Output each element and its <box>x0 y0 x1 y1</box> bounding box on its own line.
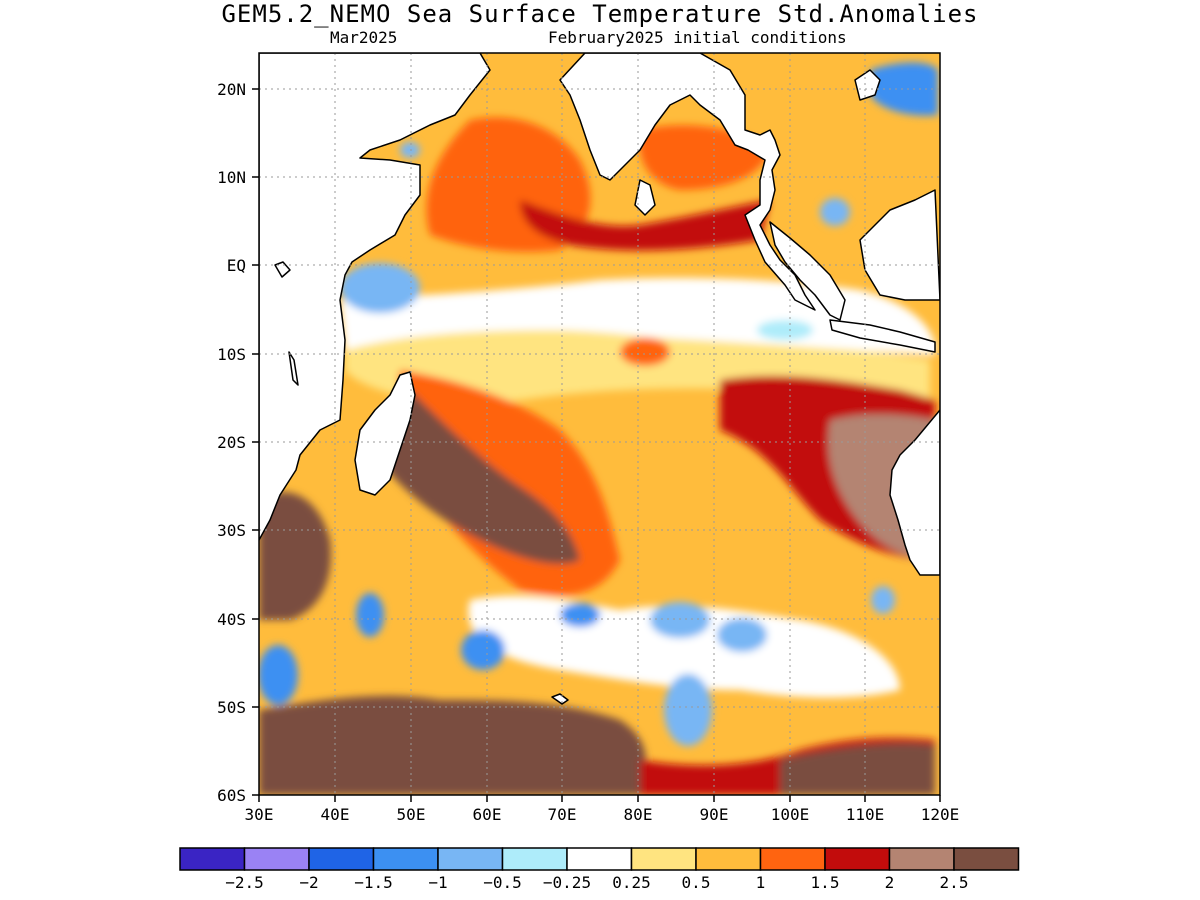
lat-label: 20S <box>217 433 246 452</box>
far-south-very-strong-warm <box>259 695 646 795</box>
south-china-sea-cool <box>870 62 938 116</box>
legend-swatch <box>437 847 504 871</box>
cool-patch-95e-42s <box>717 618 767 652</box>
lat-label: 50S <box>217 698 246 717</box>
legend-swatch <box>695 847 762 871</box>
cool-patch-87e-50s <box>664 674 712 746</box>
warm-core-85e <box>620 338 670 366</box>
anomaly-field <box>259 53 940 795</box>
lon-label: 90E <box>700 805 729 824</box>
lon-label: 120E <box>921 805 960 824</box>
land <box>259 53 940 705</box>
legend-swatch <box>953 847 1020 871</box>
map-frame <box>258 52 941 796</box>
legend-label: 1 <box>756 873 766 892</box>
legend-label: −1.5 <box>354 873 393 892</box>
lon-label: 100E <box>771 805 810 824</box>
lat-label: EQ <box>227 256 246 275</box>
southwest-very-strong-warm <box>259 492 331 620</box>
bay-of-bengal-strong-warm <box>520 200 770 251</box>
legend-swatch <box>243 847 310 871</box>
valid-month-label: Mar2025 <box>330 28 398 47</box>
lat-label: 40S <box>217 610 246 629</box>
legend-label: 0.25 <box>612 873 651 892</box>
legend-label: 2.5 <box>940 873 969 892</box>
init-conditions-label: February2025 initial conditions <box>548 28 847 47</box>
legend-swatch <box>372 847 439 871</box>
map-title: GEM5.2_NEMO Sea Surface Temperature Std.… <box>221 0 979 28</box>
lon-label: 40E <box>321 805 350 824</box>
latitude-labels: 20N 10N EQ 10S 20S 30S 40S 50S 60S <box>217 80 246 805</box>
lake-victoria <box>274 261 291 278</box>
cool-patch-85e-40s <box>650 602 710 638</box>
india-indochina-landmass <box>559 53 816 311</box>
madagascar <box>354 371 416 496</box>
legend-label: −1 <box>428 873 447 892</box>
australia <box>889 409 940 576</box>
legend-swatch <box>759 847 826 871</box>
far-south-east-very-strong-warm <box>780 743 935 795</box>
lat-label: 30S <box>217 521 246 540</box>
cool-patch-32e-47s <box>259 645 298 705</box>
gulf-of-thailand-cool <box>820 198 850 226</box>
sri-lanka <box>634 179 656 216</box>
color-legend: −2.5 −2 −1.5 −1 −0.5 −0.25 0.25 0.5 1 1.5 2 2.5 <box>179 847 1020 892</box>
legend-swatch <box>501 847 568 871</box>
lat-label: 10S <box>217 345 246 364</box>
legend-swatch <box>824 847 891 871</box>
kerguelen-island <box>551 693 569 705</box>
lon-label: 80E <box>624 805 653 824</box>
legend-label: −0.5 <box>483 873 522 892</box>
legend-swatch <box>630 847 697 871</box>
borneo <box>859 189 940 301</box>
lat-label: 10N <box>217 168 246 187</box>
cool-patch-45e-40s <box>356 593 384 637</box>
lon-label: 70E <box>548 805 577 824</box>
gulf-of-aden-cool <box>400 142 420 158</box>
tick-marks <box>252 88 941 802</box>
lat-label: 60S <box>217 786 246 805</box>
sumatra <box>769 221 846 321</box>
cool-patch-112e-38s <box>871 586 895 614</box>
lon-label: 60E <box>473 805 502 824</box>
graticule <box>259 53 940 795</box>
legend-swatch <box>179 847 246 871</box>
legend-label: 1.5 <box>811 873 840 892</box>
legend-label: −2 <box>299 873 318 892</box>
cool-patch-east-equatorial <box>757 320 813 340</box>
legend-label: 2 <box>885 873 895 892</box>
java <box>829 319 936 353</box>
lon-label: 110E <box>846 805 885 824</box>
legend-label: −0.25 <box>543 873 591 892</box>
longitude-labels: 30E 40E 50E 60E 70E 80E 90E 100E 110E 12… <box>245 805 960 824</box>
legend-swatch <box>566 847 633 871</box>
lon-label: 50E <box>397 805 426 824</box>
lat-label: 20N <box>217 80 246 99</box>
lake-malawi <box>288 351 299 386</box>
legend-swatch <box>308 847 375 871</box>
legend-swatch <box>888 847 955 871</box>
africa-arabia-landmass <box>259 53 491 541</box>
hainan <box>854 69 881 101</box>
madagascar-east-very-strong-warm <box>380 390 580 564</box>
cool-patch-60e-45s <box>461 630 505 670</box>
cool-patch-west-equatorial <box>340 263 420 313</box>
warm-core-95e <box>728 387 772 423</box>
cool-patch-73e-40s <box>560 603 600 627</box>
legend-label: −2.5 <box>225 873 264 892</box>
legend-label: 0.5 <box>682 873 711 892</box>
lon-label: 30E <box>245 805 274 824</box>
